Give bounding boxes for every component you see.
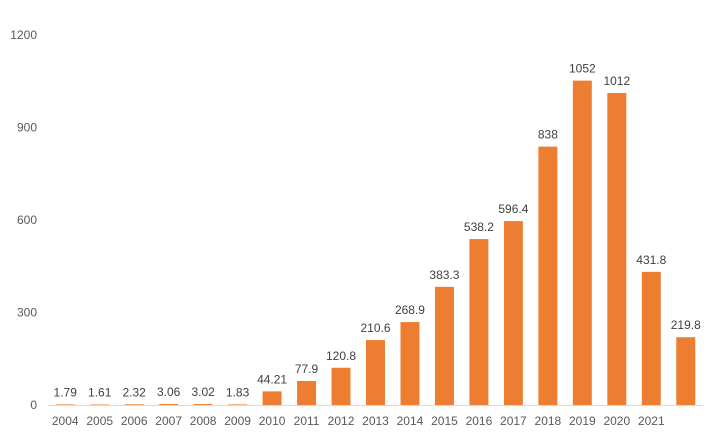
data-labels: 1.79 1.61 2.32 3.06 3.02 1.83 44.21 77.9 120.8 21… [54,62,702,400]
x-tick-label: 2007 [155,414,182,428]
data-label: 77.9 [295,362,319,376]
bar [503,221,523,405]
bar [607,92,627,405]
bar [262,391,282,405]
x-tick-label: 2016 [466,414,493,428]
data-label: 383.3 [429,268,459,282]
data-label: 1.83 [226,385,250,399]
data-label: 120.8 [326,349,356,363]
x-tick-label: 2009 [224,414,251,428]
x-tick-label: 2005 [86,414,113,428]
x-tick-label: 2008 [190,414,217,428]
y-tick-label: 900 [17,121,37,135]
bar [228,404,248,405]
data-label: 596.4 [498,202,528,216]
bars [55,80,696,405]
data-label: 219.8 [671,318,701,332]
data-label: 268.9 [395,303,425,317]
x-tick-label: 2019 [569,414,596,428]
x-tick-label: 2014 [397,414,424,428]
y-tick-label: 1200 [10,28,37,42]
data-label: 44.21 [257,372,287,386]
data-label: 2.32 [123,385,147,399]
bar [469,239,489,405]
x-tick-label: 2017 [500,414,527,428]
y-tick-label: 0 [30,398,37,412]
bar [366,340,385,405]
y-tick-label: 300 [17,306,37,320]
x-tick-label: 2010 [259,414,286,428]
data-label: 3.06 [157,385,181,399]
data-label: 3.02 [191,385,215,399]
data-label: 1012 [603,74,630,88]
bar [434,286,454,405]
bar [641,271,661,405]
x-tick-label: 2013 [362,414,389,428]
bar [159,404,179,405]
x-tick-label: 2006 [121,414,148,428]
bar [572,80,592,405]
x-tick-label: 2004 [52,414,79,428]
data-label: 838 [538,128,558,142]
x-tick-label: 2018 [535,414,562,428]
bar [400,322,420,405]
bar [297,380,317,405]
data-label: 538.2 [464,220,494,234]
x-tick-label: 2015 [431,414,458,428]
x-tick-label: 2012 [328,414,355,428]
data-label: 1.61 [88,386,112,400]
x-tick-label: 2011 [294,414,320,428]
data-label: 210.6 [360,321,390,335]
bar [676,337,696,405]
x-tick-label: 2021 [638,414,665,428]
bar [331,367,351,405]
y-tick-label: 600 [17,213,37,227]
x-tick-label: 2020 [603,414,630,428]
bar [193,404,213,405]
data-label: 431.8 [636,253,666,267]
data-label: 1052 [569,62,596,76]
bar [124,404,144,405]
bar [55,404,75,405]
y-axis: 0 300 600 900 1200 [10,28,37,412]
bar [538,146,558,405]
x-axis: 2004 2005 2006 2007 2008 2009 2010 2011 2012 2013… [52,414,665,428]
data-label: 1.79 [54,385,78,399]
